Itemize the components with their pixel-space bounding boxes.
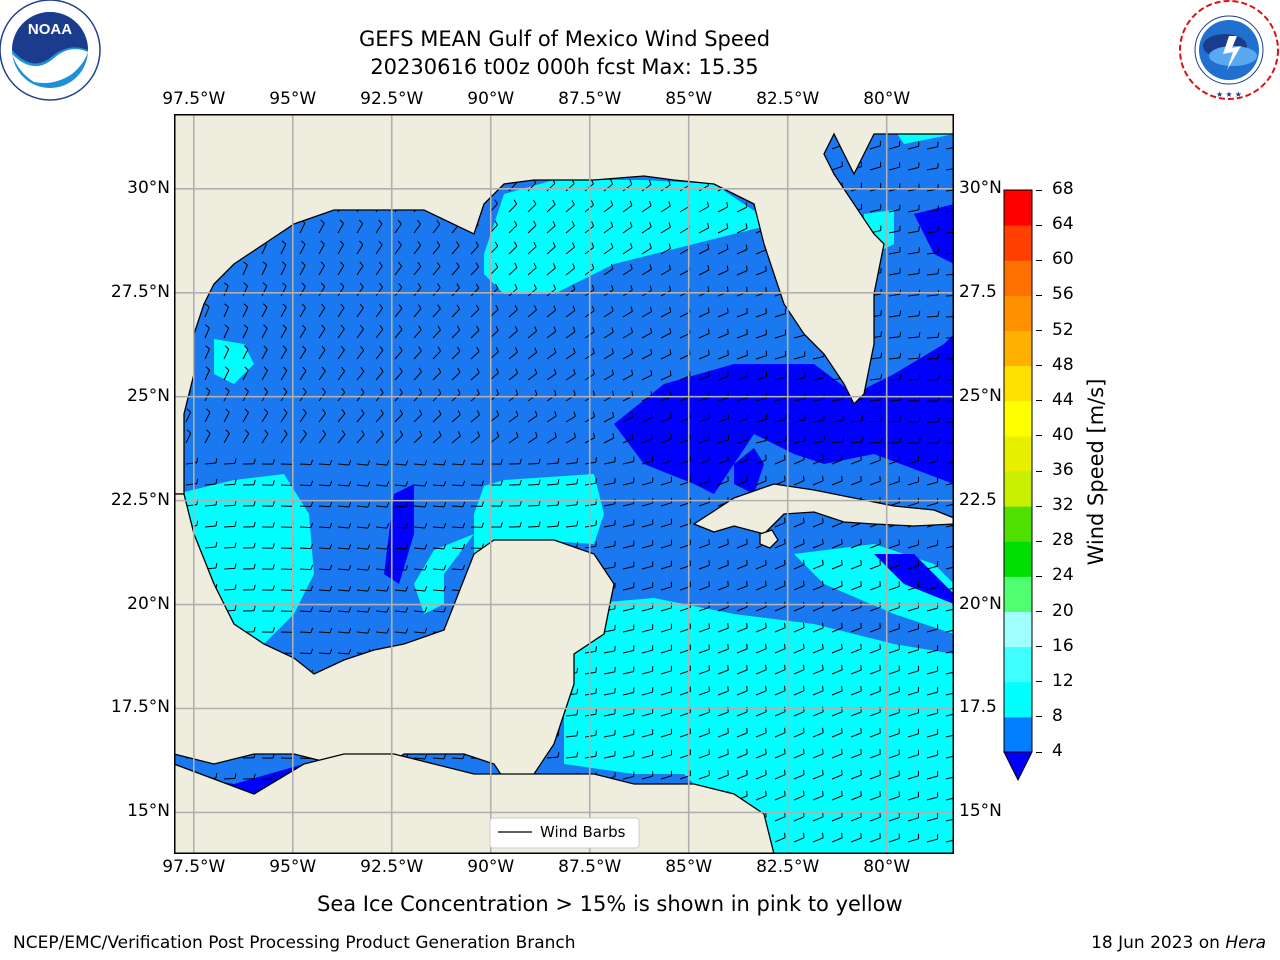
lat-label-left: 15°N [50,801,170,821]
colorbar-cell [1004,541,1032,577]
colorbar-tick-label: 16 [1052,636,1074,656]
colorbar-tickmark [1036,611,1042,612]
colorbar-tickmark [1036,295,1042,296]
lon-label-top: 85°W [639,89,739,109]
colorbar [1000,186,1040,786]
lon-label-top: 87.5°W [540,89,640,109]
lat-label-right: 15°N [959,801,1002,821]
colorbar-cell [1004,506,1032,542]
lon-label-top: 80°W [837,89,937,109]
colorbar-cell [1004,436,1032,472]
wind-speed-map: Wind Barbs [174,114,954,854]
colorbar-cell [1004,331,1032,367]
colorbar-tick-label: 56 [1052,284,1074,304]
footer-credit: NCEP/EMC/Verification Post Processing Pr… [13,933,576,953]
lat-label-right: 22.5 [959,490,997,510]
lon-label-bottom: 87.5°W [540,857,640,877]
colorbar-tick-label: 36 [1052,460,1074,480]
lat-label-right: 27.5 [959,282,997,302]
lat-label-left: 25°N [50,386,170,406]
colorbar-tickmark [1036,435,1042,436]
colorbar-tickmark [1036,400,1042,401]
colorbar-cell [1004,717,1032,753]
colorbar-tick-label: 52 [1052,320,1074,340]
lon-label-bottom: 92.5°W [342,857,442,877]
colorbar-tick-label: 24 [1052,565,1074,585]
colorbar-tick-label: 64 [1052,214,1074,234]
colorbar-tickmark [1036,541,1042,542]
colorbar-cell [1004,401,1032,437]
colorbar-cell [1004,612,1032,648]
lat-label-left: 27.5°N [50,282,170,302]
legend-label-wind-barbs: Wind Barbs [540,823,626,841]
colorbar-cell [1004,647,1032,683]
noaa-logo: NOAA [0,0,102,102]
noaa-logo-text: NOAA [28,21,72,38]
lat-label-left: 17.5°N [50,697,170,717]
colorbar-tickmark [1036,330,1042,331]
lat-label-right: 20°N [959,594,1002,614]
lat-label-right: 25°N [959,386,1002,406]
colorbar-tick-label: 44 [1052,390,1074,410]
colorbar-extend-triangle [1004,752,1032,780]
colorbar-tickmark [1036,506,1042,507]
lat-label-left: 20°N [50,594,170,614]
lon-label-bottom: 95°W [243,857,343,877]
colorbar-cell [1004,682,1032,718]
lon-label-bottom: 90°W [441,857,541,877]
colorbar-tickmark [1036,225,1042,226]
colorbar-tick-label: 68 [1052,179,1074,199]
lat-label-right: 30°N [959,178,1002,198]
colorbar-tickmark [1036,681,1042,682]
sea-ice-caption: Sea Ice Concentration > 15% is shown in … [317,891,903,917]
lon-label-top: 97.5°W [144,89,244,109]
footer-machine: Hera [1225,933,1266,953]
map-title: GEFS MEAN Gulf of Mexico Wind Speed [0,27,1129,52]
colorbar-tickmark [1036,716,1042,717]
colorbar-tickmark [1036,190,1042,191]
colorbar-tickmark [1036,752,1042,753]
lon-label-bottom: 80°W [837,857,937,877]
lon-label-bottom: 82.5°W [738,857,838,877]
colorbar-tickmark [1036,646,1042,647]
footer-date: 18 Jun 2023 on Hera [1091,933,1266,953]
colorbar-cell [1004,225,1032,261]
lat-label-left: 30°N [50,178,170,198]
colorbar-tickmark [1036,576,1042,577]
lon-label-bottom: 97.5°W [144,857,244,877]
lon-label-bottom: 85°W [639,857,739,877]
colorbar-tick-label: 20 [1052,601,1074,621]
nws-logo: ★ ★ ★ [1177,0,1280,102]
colorbar-cell [1004,295,1032,331]
colorbar-tick-label: 40 [1052,425,1074,445]
svg-text:★ ★ ★: ★ ★ ★ [1216,90,1242,99]
colorbar-tick-label: 12 [1052,671,1074,691]
colorbar-cell [1004,471,1032,507]
lon-label-top: 82.5°W [738,89,838,109]
colorbar-tick-label: 8 [1052,706,1063,726]
colorbar-tick-label: 4 [1052,741,1063,761]
colorbar-cell [1004,366,1032,402]
colorbar-cell [1004,576,1032,612]
colorbar-tick-label: 48 [1052,355,1074,375]
legend: Wind Barbs [490,818,639,848]
colorbar-tick-label: 32 [1052,495,1074,515]
colorbar-tick-label: 60 [1052,249,1074,269]
colorbar-tickmark [1036,365,1042,366]
colorbar-tick-label: 28 [1052,530,1074,550]
map-subtitle: 20230616 t00z 000h fcst Max: 15.35 [0,55,1129,80]
colorbar-cell [1004,190,1032,226]
lon-label-top: 95°W [243,89,343,109]
lon-label-top: 92.5°W [342,89,442,109]
lat-label-left: 22.5°N [50,490,170,510]
colorbar-cell [1004,260,1032,296]
colorbar-tickmark [1036,260,1042,261]
colorbar-tickmark [1036,471,1042,472]
lon-label-top: 90°W [441,89,541,109]
lat-label-right: 17.5 [959,697,997,717]
